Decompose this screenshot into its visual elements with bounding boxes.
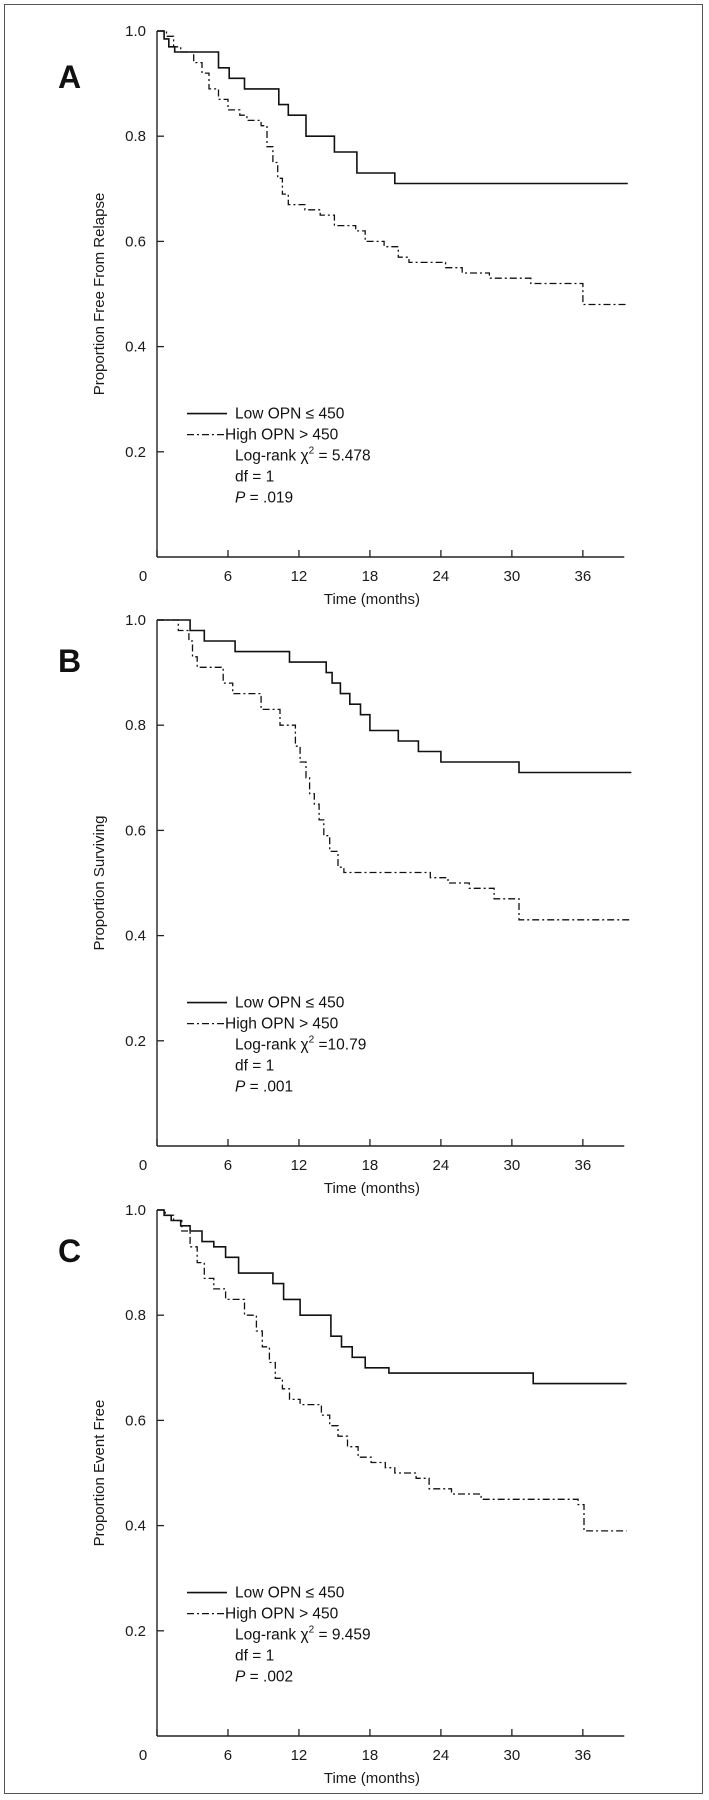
x-tick-label: 30 <box>504 1157 521 1174</box>
legend: Low OPN ≤ 450 High OPN > 450 Log-rank χ2 =… <box>187 995 366 1096</box>
y-tick-label: 1.0 <box>125 612 146 629</box>
legend-logrank: Log-rank χ2 =10.79 <box>235 1035 366 1054</box>
x-tick-label: 18 <box>362 568 379 585</box>
legend-logrank: Log-rank χ2 = 5.478 <box>235 446 371 465</box>
panel-c: C 0.2 0.4 0.6 0.8 1.0 0 6 12 18 24 30 36 Time (months… <box>58 1202 627 1787</box>
legend-p-value: P = .002 <box>235 1669 293 1686</box>
y-tick-label: 0.4 <box>125 339 146 356</box>
x-tick-label: 36 <box>575 1157 592 1174</box>
y-tick-label: 0.2 <box>125 1033 146 1050</box>
legend: Low OPN ≤ 450 High OPN > 450 Log-rank χ2 =… <box>187 406 371 507</box>
y-tick-label: 0.6 <box>125 233 146 250</box>
x-tick-label: 0 <box>139 568 147 585</box>
y-tick-label: 0.2 <box>125 444 146 461</box>
x-tick-label: 6 <box>224 568 232 585</box>
x-tick-label: 30 <box>504 1747 521 1764</box>
y-axis-label: Proportion Free From Relapse <box>91 193 108 396</box>
panel-a: A 0.2 0.4 0.6 0.8 1.0 0 6 12 18 24 30 36 Time (months… <box>58 23 628 608</box>
x-tick-label: 18 <box>362 1157 379 1174</box>
y-tick-label: 0.6 <box>125 1412 146 1429</box>
x-axis-label: Time (months) <box>324 1180 420 1197</box>
y-tick-label: 1.0 <box>125 23 146 40</box>
x-tick-label: 36 <box>575 568 592 585</box>
y-tick-label: 0.8 <box>125 717 146 734</box>
legend-df: df = 1 <box>235 469 274 486</box>
x-tick-label: 30 <box>504 568 521 585</box>
series-high-opn-curve <box>157 1209 627 1532</box>
x-tick-label: 36 <box>575 1747 592 1764</box>
legend-p-value: P = .001 <box>235 1079 293 1096</box>
y-tick-label: 0.8 <box>125 1307 146 1324</box>
series-low-opn-curve <box>157 619 632 774</box>
y-tick-label: 0.8 <box>125 128 146 145</box>
x-tick-label: 0 <box>139 1157 147 1174</box>
figure-frame <box>4 4 703 1794</box>
series-high-opn-curve <box>157 30 628 306</box>
panel-letter: C <box>58 1233 81 1269</box>
y-tick-label: 0.4 <box>125 1518 146 1535</box>
legend-label-high: High OPN > 450 <box>225 427 339 444</box>
legend-df: df = 1 <box>235 1058 274 1075</box>
y-tick-label: 0.2 <box>125 1623 146 1640</box>
x-tick-label: 12 <box>291 568 308 585</box>
x-tick-label: 12 <box>291 1747 308 1764</box>
legend: Low OPN ≤ 450 High OPN > 450 Log-rank χ2 =… <box>187 1585 371 1686</box>
panel-letter: B <box>58 643 81 679</box>
legend-df: df = 1 <box>235 1648 274 1665</box>
x-tick-label: 24 <box>433 1157 450 1174</box>
x-tick-label: 24 <box>433 568 450 585</box>
y-tick-label: 0.6 <box>125 822 146 839</box>
legend-label-low: Low OPN ≤ 450 <box>235 406 345 423</box>
legend-p-value: P = .019 <box>235 490 293 507</box>
x-axis-label: Time (months) <box>324 1770 420 1787</box>
x-tick-label: 6 <box>224 1747 232 1764</box>
legend-logrank: Log-rank χ2 = 9.459 <box>235 1625 371 1644</box>
series-high-opn-curve <box>157 619 632 921</box>
x-tick-label: 24 <box>433 1747 450 1764</box>
legend-label-high: High OPN > 450 <box>225 1606 339 1623</box>
y-axis-label: Proportion Event Free <box>91 1400 108 1547</box>
y-tick-label: 0.4 <box>125 928 146 945</box>
series-low-opn-curve <box>157 1209 627 1385</box>
y-tick-label: 1.0 <box>125 1202 146 1219</box>
legend-label-low: Low OPN ≤ 450 <box>235 995 345 1012</box>
y-axis-label: Proportion Surviving <box>91 815 108 950</box>
legend-label-low: Low OPN ≤ 450 <box>235 1585 345 1602</box>
x-axis-label: Time (months) <box>324 591 420 608</box>
x-tick-label: 0 <box>139 1747 147 1764</box>
legend-label-high: High OPN > 450 <box>225 1016 339 1033</box>
panel-b: B 0.2 0.4 0.6 0.8 1.0 0 6 12 18 24 30 36 Time (months… <box>58 612 632 1197</box>
series-low-opn-curve <box>157 30 628 185</box>
x-tick-label: 6 <box>224 1157 232 1174</box>
panel-letter: A <box>58 59 81 95</box>
x-tick-label: 18 <box>362 1747 379 1764</box>
x-tick-label: 12 <box>291 1157 308 1174</box>
